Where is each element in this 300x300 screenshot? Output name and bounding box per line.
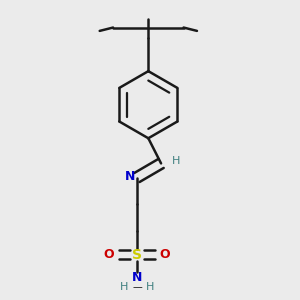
Text: N: N <box>125 170 135 183</box>
Text: O: O <box>160 248 170 261</box>
Text: S: S <box>132 248 142 262</box>
Text: H: H <box>120 282 128 292</box>
Text: O: O <box>103 248 114 261</box>
Text: —: — <box>132 282 142 292</box>
Text: H: H <box>172 156 180 167</box>
Text: N: N <box>132 271 142 284</box>
Text: H: H <box>146 282 154 292</box>
